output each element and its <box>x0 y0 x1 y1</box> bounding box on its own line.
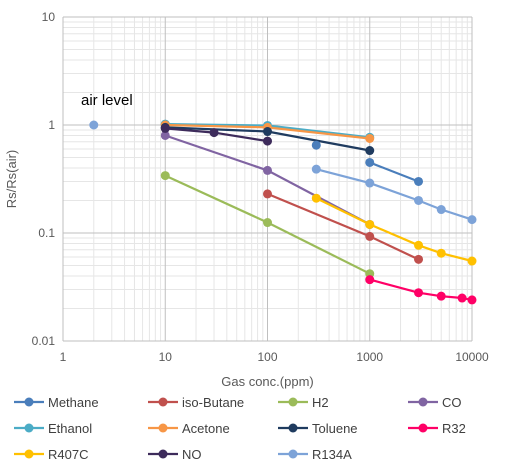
legend-label: Methane <box>48 395 99 410</box>
legend-swatch-marker <box>418 397 428 407</box>
legend-swatch-marker <box>24 449 34 459</box>
legend-item-r407c: R407C <box>14 447 88 462</box>
x-axis-label: Gas conc.(ppm) <box>221 374 313 389</box>
data-point-co <box>263 165 272 175</box>
legend-swatch-marker <box>288 397 298 407</box>
legend-label: H2 <box>312 395 329 410</box>
data-point-co <box>160 130 170 140</box>
annotations: air level <box>81 92 133 130</box>
data-point-no <box>263 136 272 146</box>
x-tick-label: 10 <box>159 350 173 364</box>
data-point-air-level <box>89 120 99 130</box>
legend-swatch-marker <box>288 423 298 433</box>
data-point-no <box>209 128 219 138</box>
data-point-h2 <box>263 218 272 228</box>
legend-item-co: CO <box>408 395 462 410</box>
legend-swatch-marker <box>24 423 34 433</box>
series-group <box>160 119 477 305</box>
legend-swatch-marker <box>158 423 168 433</box>
legend-label: Ethanol <box>48 421 92 436</box>
data-point-methane <box>311 140 321 150</box>
data-point-r407c <box>365 219 375 229</box>
series-line-r134a <box>316 168 473 221</box>
legend-swatch-marker <box>158 397 168 407</box>
x-tick-label: 1000 <box>356 350 383 364</box>
data-point-r134a <box>414 195 424 205</box>
data-point-r32 <box>414 288 424 298</box>
data-point-methane <box>414 176 424 186</box>
legend-swatch-marker <box>24 397 34 407</box>
series-no <box>160 123 272 146</box>
series-methane <box>311 140 321 150</box>
legend-item-toluene: Toluene <box>278 421 358 436</box>
legend-label: NO <box>182 447 202 462</box>
data-point-r407c <box>467 256 477 266</box>
data-point-iso-butane <box>414 254 424 264</box>
y-tick-label: 10 <box>42 10 56 24</box>
data-point-r134a <box>436 205 446 215</box>
legend-label: Acetone <box>182 421 230 436</box>
tick-labels: 1 10 100 1000 10000 10 1 0.1 0.01 <box>32 10 489 364</box>
legend-item-r32: R32 <box>408 421 466 436</box>
legend-label: iso-Butane <box>182 395 244 410</box>
data-point-iso-butane <box>365 231 375 241</box>
y-axis-label: Rs/Rs(air) <box>4 150 19 209</box>
series-iso-butane <box>263 189 424 264</box>
legend-item-acetone: Acetone <box>148 421 230 436</box>
legend-swatch-marker <box>288 449 298 459</box>
data-point-r32 <box>457 293 467 303</box>
data-point-acetone <box>365 133 375 143</box>
series-r134a <box>311 164 477 225</box>
data-point-r407c <box>436 248 446 258</box>
data-point-toluene <box>365 146 375 156</box>
annotation-air-level: air level <box>81 92 133 109</box>
data-point-r32 <box>365 275 375 285</box>
data-point-r407c <box>414 240 424 250</box>
legend-item-h2: H2 <box>278 395 329 410</box>
data-point-r407c <box>311 193 321 203</box>
y-tick-label: 0.01 <box>32 334 56 348</box>
legend-label: R134A <box>312 447 352 462</box>
series-line-methane <box>369 161 419 183</box>
data-point-methane <box>365 157 375 167</box>
legend-label: Toluene <box>312 421 358 436</box>
data-point-no <box>160 123 170 133</box>
data-point-r134a <box>365 178 375 188</box>
y-tick-label: 1 <box>48 118 55 132</box>
series-r407c <box>311 193 477 266</box>
data-point-h2 <box>160 171 170 181</box>
data-point-r134a <box>467 215 477 225</box>
x-tick-label: 10000 <box>455 350 489 364</box>
x-tick-label: 1 <box>60 350 67 364</box>
series-r32 <box>365 275 477 305</box>
legend-label: CO <box>442 395 462 410</box>
data-point-r32 <box>467 295 477 305</box>
legend-swatch-marker <box>158 449 168 459</box>
data-point-iso-butane <box>263 189 272 199</box>
data-point-toluene <box>263 127 272 137</box>
legend-item-r134a: R134A <box>278 447 352 462</box>
x-tick-label: 100 <box>257 350 277 364</box>
legend: Methane iso-Butane H2 CO Ethanol Acetone Tolue… <box>14 395 466 462</box>
series-co <box>160 130 375 229</box>
y-tick-label: 0.1 <box>38 226 55 240</box>
legend-item-iso-butane: iso-Butane <box>148 395 244 410</box>
series-methane <box>365 157 424 186</box>
legend-label: R32 <box>442 421 466 436</box>
legend-item-methane: Methane <box>14 395 99 410</box>
legend-label: R407C <box>48 447 88 462</box>
legend-item-ethanol: Ethanol <box>14 421 92 436</box>
data-point-r32 <box>436 291 446 301</box>
legend-swatch-marker <box>418 423 428 433</box>
data-point-r134a <box>311 164 321 174</box>
legend-item-no: NO <box>148 447 202 462</box>
grid-lines <box>62 16 473 342</box>
